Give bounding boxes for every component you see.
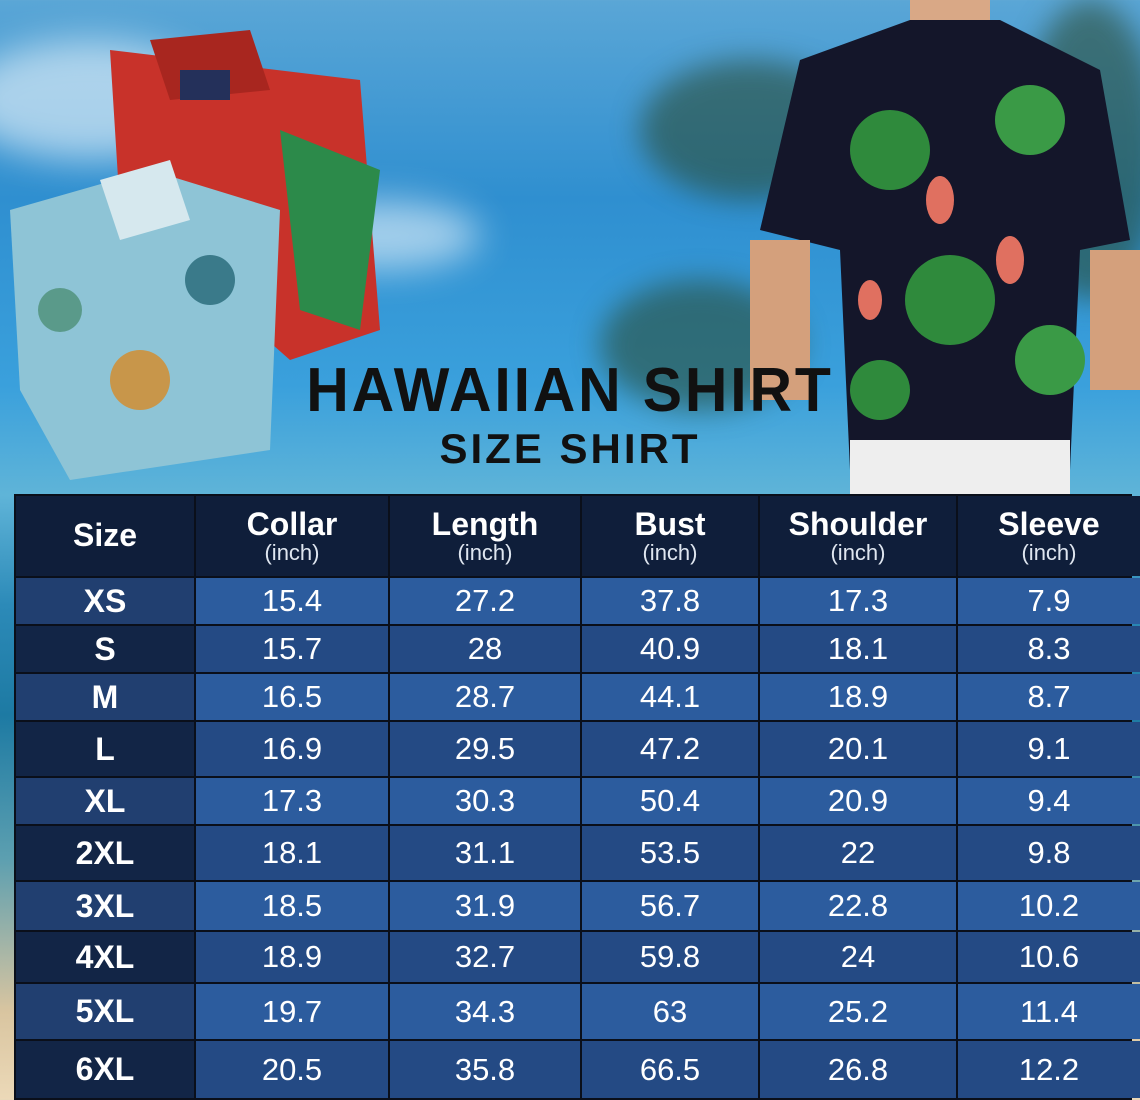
size-label: M: [16, 674, 194, 720]
table-cell: 17.3: [760, 578, 956, 624]
column-header-sleeve: Sleeve (inch): [958, 496, 1140, 576]
table-cell: 63: [582, 984, 758, 1039]
header-unit: (inch): [642, 540, 698, 566]
column-header-length: Length (inch): [390, 496, 580, 576]
table-cell: 56.7: [582, 882, 758, 930]
table-cell: 44.1: [582, 674, 758, 720]
table-cell: 22: [760, 826, 956, 880]
column-header-collar: Collar (inch): [196, 496, 388, 576]
size-label: 2XL: [16, 826, 194, 880]
table-cell: 11.4: [958, 984, 1140, 1039]
table-cell: 28: [390, 626, 580, 672]
header-unit: (inch): [1021, 540, 1077, 566]
table-cell: 12.2: [958, 1041, 1140, 1098]
table-cell: 28.7: [390, 674, 580, 720]
size-label: XL: [16, 778, 194, 824]
table-cell: 35.8: [390, 1041, 580, 1098]
table-cell: 29.5: [390, 722, 580, 776]
table-cell: 20.5: [196, 1041, 388, 1098]
table-cell: 31.9: [390, 882, 580, 930]
size-label: 4XL: [16, 932, 194, 982]
table-cell: 59.8: [582, 932, 758, 982]
table-cell: 20.1: [760, 722, 956, 776]
table-cell: 40.9: [582, 626, 758, 672]
table-cell: 32.7: [390, 932, 580, 982]
header-label: Size: [72, 517, 138, 554]
size-label: XS: [16, 578, 194, 624]
table-cell: 18.9: [196, 932, 388, 982]
table-cell: 66.5: [582, 1041, 758, 1098]
table-cell: 10.6: [958, 932, 1140, 982]
column-header-shoulder: Shoulder (inch): [760, 496, 956, 576]
table-cell: 31.1: [390, 826, 580, 880]
header-unit: (inch): [457, 540, 513, 566]
table-cell: 8.7: [958, 674, 1140, 720]
table-cell: 19.7: [196, 984, 388, 1039]
table-cell: 34.3: [390, 984, 580, 1039]
table-cell: 15.7: [196, 626, 388, 672]
header-unit: (inch): [264, 540, 320, 566]
table-cell: 50.4: [582, 778, 758, 824]
table-cell: 17.3: [196, 778, 388, 824]
header-label: Sleeve: [998, 505, 1100, 542]
model-shirt-image: [750, 0, 1140, 495]
table-cell: 9.8: [958, 826, 1140, 880]
table-cell: 47.2: [582, 722, 758, 776]
table-cell: 9.4: [958, 778, 1140, 824]
table-cell: 53.5: [582, 826, 758, 880]
size-chart-table: Size Collar (inch) Length (inch) Bust (inch) Sh…: [14, 494, 1140, 1100]
table-cell: 18.1: [760, 626, 956, 672]
table-cell: 16.9: [196, 722, 388, 776]
table-cell: 37.8: [582, 578, 758, 624]
header-label: Shoulder: [788, 505, 928, 542]
size-label: L: [16, 722, 194, 776]
table-cell: 20.9: [760, 778, 956, 824]
size-label: 6XL: [16, 1041, 194, 1098]
table-cell: 7.9: [958, 578, 1140, 624]
table-cell: 24: [760, 932, 956, 982]
page-title: HAWAIIAN SHIRT: [306, 356, 834, 425]
table-cell: 18.5: [196, 882, 388, 930]
table-cell: 26.8: [760, 1041, 956, 1098]
column-header-size: Size: [16, 496, 194, 576]
table-cell: 27.2: [390, 578, 580, 624]
header-label: Length: [431, 505, 539, 542]
table-cell: 22.8: [760, 882, 956, 930]
table-cell: 16.5: [196, 674, 388, 720]
header-label: Bust: [634, 505, 706, 542]
table-cell: 8.3: [958, 626, 1140, 672]
folded-shirts-image: [10, 30, 380, 480]
table-cell: 9.1: [958, 722, 1140, 776]
header-unit: (inch): [830, 540, 886, 566]
header-label: Collar: [246, 505, 338, 542]
table-cell: 25.2: [760, 984, 956, 1039]
column-header-bust: Bust (inch): [582, 496, 758, 576]
table-cell: 15.4: [196, 578, 388, 624]
page-subtitle: SIZE SHIRT: [439, 425, 701, 472]
size-label: 3XL: [16, 882, 194, 930]
size-label: 5XL: [16, 984, 194, 1039]
table-cell: 10.2: [958, 882, 1140, 930]
table-cell: 18.9: [760, 674, 956, 720]
table-cell: 18.1: [196, 826, 388, 880]
table-cell: 30.3: [390, 778, 580, 824]
size-label: S: [16, 626, 194, 672]
